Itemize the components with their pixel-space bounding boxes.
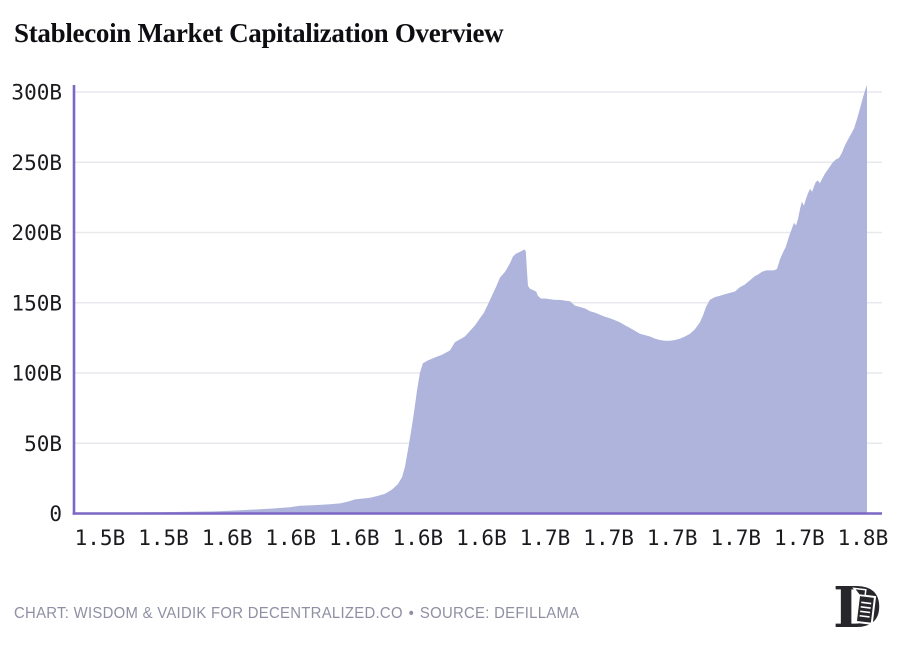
credit-text: CHART: WISDOM & VAIDIK FOR DECENTRALIZED… <box>14 605 403 622</box>
x-tick-label: 1.6B <box>393 526 444 550</box>
credit-separator: • <box>408 605 415 622</box>
x-tick-label: 1.7B <box>583 526 634 550</box>
credit-line: CHART: WISDOM & VAIDIK FOR DECENTRALIZED… <box>14 605 579 623</box>
x-tick-label: 1.6B <box>329 526 380 550</box>
y-tick-label: 0 <box>49 502 62 526</box>
x-tick-label: 1.5B <box>75 526 126 550</box>
x-tick-label: 1.6B <box>456 526 507 550</box>
x-tick-label: 1.7B <box>710 526 761 550</box>
y-tick-label: 150B <box>11 291 62 315</box>
y-tick-label: 200B <box>11 221 62 245</box>
y-tick-label: 50B <box>24 432 62 456</box>
x-tick-label: 1.8B <box>838 526 889 550</box>
x-tick-label: 1.7B <box>774 526 825 550</box>
y-tick-label: 100B <box>11 362 62 386</box>
x-tick-label: 1.7B <box>520 526 571 550</box>
x-tick-label: 1.7B <box>647 526 698 550</box>
area-series <box>74 85 867 514</box>
decentralized-logo-icon: D <box>833 577 882 639</box>
x-tick-label: 1.6B <box>265 526 316 550</box>
chart-title: Stablecoin Market Capitalization Overvie… <box>14 18 504 48</box>
source-text: SOURCE: DEFILLAMA <box>419 605 580 622</box>
y-tick-label: 300B <box>11 81 62 105</box>
x-tick-label: 1.6B <box>202 526 253 550</box>
y-tick-label: 250B <box>11 151 62 175</box>
x-tick-label: 1.5B <box>138 526 189 550</box>
